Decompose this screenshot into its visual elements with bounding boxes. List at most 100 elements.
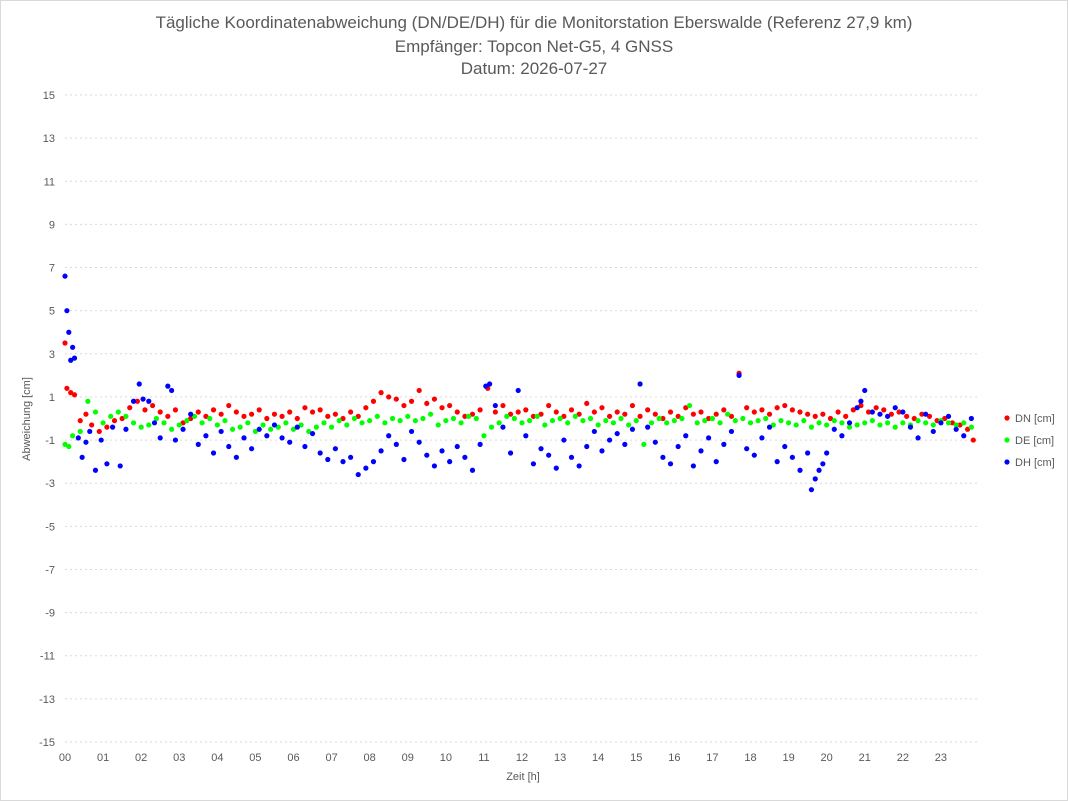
data-point <box>268 426 274 432</box>
data-point <box>169 387 175 394</box>
data-point <box>416 387 422 394</box>
y-tick-label: -1 <box>45 435 55 447</box>
data-point <box>180 420 186 426</box>
data-point <box>477 441 483 447</box>
data-point <box>87 428 93 435</box>
data-point <box>96 428 102 435</box>
data-point <box>892 405 898 411</box>
data-point <box>325 456 331 463</box>
data-point <box>458 420 464 426</box>
data-point <box>900 420 906 426</box>
data-point <box>119 415 125 422</box>
data-point <box>572 413 578 419</box>
grid-lines <box>65 94 979 743</box>
data-point <box>587 415 594 422</box>
data-point <box>523 433 529 439</box>
data-point <box>439 405 445 411</box>
data-point <box>576 411 582 417</box>
data-point <box>648 420 655 426</box>
data-point <box>264 433 270 439</box>
data-point <box>500 424 506 430</box>
data-point <box>466 413 472 419</box>
data-point <box>287 439 293 445</box>
data-point <box>355 471 361 478</box>
data-point <box>62 340 68 346</box>
data-point <box>83 439 89 445</box>
data-point <box>447 402 453 409</box>
data-point <box>919 411 925 417</box>
data-point <box>195 409 201 415</box>
data-point <box>233 454 239 460</box>
x-tick-label: 16 <box>668 752 680 764</box>
data-point <box>153 415 159 422</box>
x-tick-label: 11 <box>478 752 489 764</box>
data-point <box>854 422 860 428</box>
y-tick-label: -7 <box>45 564 55 576</box>
data-point <box>355 413 361 419</box>
data-point <box>214 422 220 428</box>
data-point <box>862 387 868 394</box>
data-point <box>469 411 476 417</box>
data-point <box>751 452 757 458</box>
data-point <box>968 415 974 422</box>
data-point <box>298 422 304 428</box>
data-point <box>443 418 449 424</box>
x-tick-label: 19 <box>782 752 794 764</box>
data-point <box>336 418 342 424</box>
data-point <box>275 424 281 430</box>
data-point <box>744 405 750 411</box>
data-point <box>961 433 967 439</box>
data-point <box>252 428 259 435</box>
data-point <box>774 405 780 411</box>
data-point <box>111 418 118 424</box>
x-tick-label: 13 <box>554 752 566 764</box>
data-point <box>309 430 316 437</box>
data-point <box>839 433 845 439</box>
data-point <box>546 402 552 409</box>
data-point <box>370 459 377 465</box>
data-point <box>637 381 643 387</box>
data-point <box>907 424 914 430</box>
data-point <box>778 418 784 424</box>
data-point <box>888 411 895 417</box>
data-point <box>675 443 681 450</box>
data-point <box>622 411 628 417</box>
data-point <box>180 426 186 432</box>
data-point <box>431 463 438 469</box>
legend-marker <box>1004 415 1010 421</box>
data-point <box>606 413 613 419</box>
data-point <box>271 411 278 417</box>
data-point <box>961 420 967 426</box>
y-axis-ticks: 15 13 11 9 7 5 3 1 -1 -3 -5 -7 -9 -11 -13 -15 <box>39 90 55 749</box>
data-point <box>68 357 74 363</box>
data-point <box>157 409 163 415</box>
data-point <box>370 398 377 404</box>
data-point <box>279 435 285 441</box>
data-point <box>401 402 407 409</box>
data-point <box>766 424 773 430</box>
data-point <box>504 413 510 419</box>
y-axis-label: Abweichung [cm] <box>21 377 33 461</box>
x-tick-label: 21 <box>859 752 871 764</box>
data-point <box>858 398 864 404</box>
x-tick-label: 22 <box>897 752 909 764</box>
data-points <box>62 273 976 493</box>
data-point <box>290 426 297 432</box>
data-point <box>725 411 731 417</box>
data-point <box>123 426 129 432</box>
data-point <box>538 446 544 452</box>
data-point <box>667 409 674 415</box>
data-point <box>130 420 137 426</box>
data-point <box>869 409 875 415</box>
data-point <box>389 415 396 422</box>
data-point <box>683 405 689 411</box>
data-point <box>805 411 811 417</box>
data-point <box>926 413 933 419</box>
data-point <box>770 422 776 428</box>
x-tick-label: 01 <box>97 752 109 764</box>
data-point <box>610 420 617 426</box>
data-point <box>184 418 190 424</box>
data-point <box>763 415 769 422</box>
x-tick-label: 08 <box>364 752 376 764</box>
